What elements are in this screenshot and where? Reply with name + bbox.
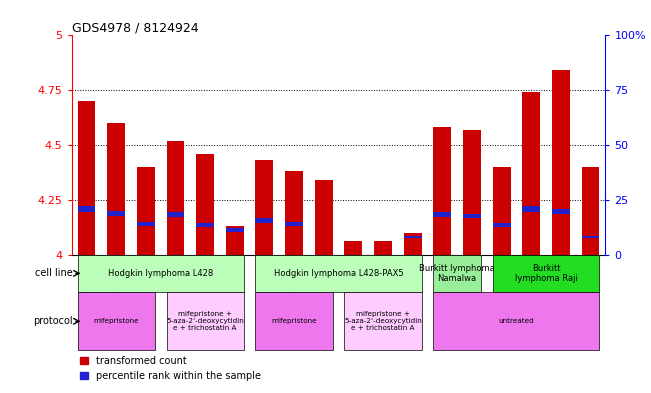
Text: Burkitt
lymphoma Raji: Burkitt lymphoma Raji (515, 264, 577, 283)
Text: mifepristone +
5-aza-2'-deoxycytidin
e + trichostatin A: mifepristone + 5-aza-2'-deoxycytidin e +… (166, 311, 244, 331)
Text: mifepristone: mifepristone (93, 318, 139, 324)
Bar (285, 222, 303, 226)
Text: mifepristone: mifepristone (271, 318, 317, 324)
Bar (255, 255, 422, 292)
Bar (77, 292, 155, 351)
Text: Hodgkin lymphoma L428-PAX5: Hodgkin lymphoma L428-PAX5 (273, 269, 404, 278)
Bar (434, 127, 451, 255)
Bar (107, 211, 125, 216)
Bar (255, 160, 273, 255)
Bar (226, 226, 243, 255)
Bar (196, 154, 214, 255)
Bar (493, 167, 510, 255)
Bar (77, 206, 95, 212)
Bar (344, 241, 362, 255)
Bar (196, 223, 214, 227)
Text: cell line: cell line (35, 268, 73, 278)
Bar (137, 222, 155, 226)
Bar (255, 219, 273, 223)
Bar (493, 255, 600, 292)
Text: Burkitt lymphoma
Namalwa: Burkitt lymphoma Namalwa (419, 264, 495, 283)
Bar (582, 167, 600, 255)
Text: Hodgkin lymphoma L428: Hodgkin lymphoma L428 (108, 269, 214, 278)
Bar (582, 236, 600, 238)
Text: mifepristone +
5-aza-2'-deoxycytidin
e + trichostatin A: mifepristone + 5-aza-2'-deoxycytidin e +… (344, 311, 422, 331)
Bar (226, 228, 243, 231)
Bar (167, 213, 184, 217)
Bar (434, 213, 451, 217)
Bar (434, 255, 481, 292)
Bar (404, 236, 422, 238)
Bar (434, 292, 600, 351)
Bar (463, 130, 481, 255)
Bar (493, 223, 510, 227)
Bar (107, 123, 125, 255)
Legend: transformed count, percentile rank within the sample: transformed count, percentile rank withi… (76, 352, 265, 385)
Bar (552, 209, 570, 214)
Bar (167, 292, 243, 351)
Text: GDS4978 / 8124924: GDS4978 / 8124924 (72, 21, 199, 34)
Bar (137, 167, 155, 255)
Bar (315, 180, 333, 255)
Text: protocol: protocol (33, 316, 73, 326)
Bar (552, 70, 570, 255)
Bar (522, 92, 540, 255)
Bar (374, 241, 392, 255)
Bar (404, 233, 422, 255)
Bar (344, 292, 422, 351)
Bar (255, 292, 333, 351)
Bar (167, 141, 184, 255)
Bar (285, 171, 303, 255)
Text: untreated: untreated (499, 318, 534, 324)
Bar (522, 206, 540, 212)
Bar (463, 214, 481, 219)
Bar (77, 101, 95, 255)
Bar (77, 255, 243, 292)
